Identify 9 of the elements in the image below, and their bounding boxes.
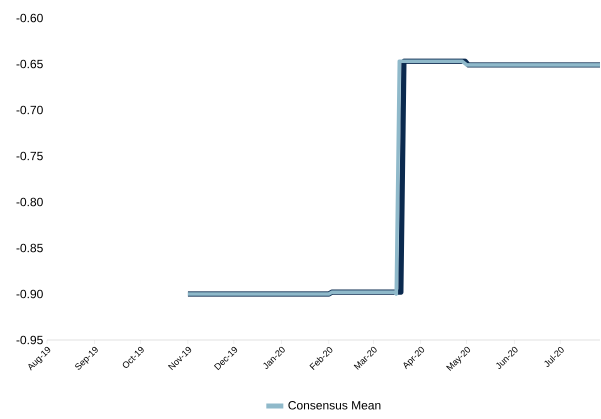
y-tick-label: -0.65 <box>16 60 43 68</box>
y-tick-label: -0.95 <box>16 336 43 344</box>
y-tick-label: -0.80 <box>16 198 43 206</box>
y-tick-label: -0.75 <box>16 152 43 160</box>
legend-label: Consensus Mean <box>288 401 380 410</box>
y-tick-label: -0.90 <box>16 290 43 298</box>
y-tick-label: -0.70 <box>16 106 43 114</box>
y-tick-label: -0.60 <box>16 14 43 22</box>
y-tick-label: -0.85 <box>16 244 43 252</box>
